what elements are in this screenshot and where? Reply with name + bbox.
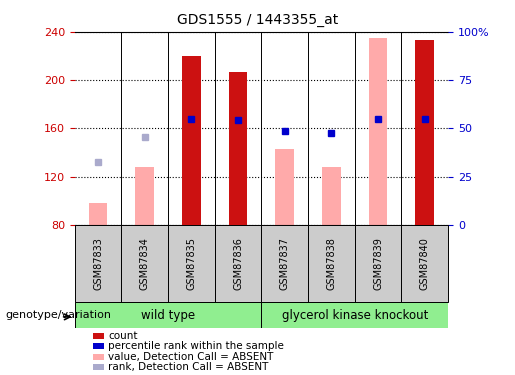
Text: percentile rank within the sample: percentile rank within the sample (108, 341, 284, 351)
Text: GSM87833: GSM87833 (93, 237, 103, 290)
Text: count: count (108, 331, 138, 340)
Bar (229, 72, 247, 225)
Text: GSM87839: GSM87839 (373, 237, 383, 290)
Bar (75, 302, 261, 328)
Text: glycerol kinase knockout: glycerol kinase knockout (282, 309, 428, 321)
Bar (322, 167, 341, 225)
Text: GSM87837: GSM87837 (280, 237, 290, 290)
Text: genotype/variation: genotype/variation (5, 310, 111, 320)
Bar (416, 40, 434, 225)
Text: GDS1555 / 1443355_at: GDS1555 / 1443355_at (177, 13, 338, 27)
Text: value, Detection Call = ABSENT: value, Detection Call = ABSENT (108, 352, 273, 362)
Bar (355, 225, 401, 302)
Bar (168, 225, 215, 302)
Text: GSM87840: GSM87840 (420, 237, 430, 290)
Text: GSM87834: GSM87834 (140, 237, 150, 290)
Bar (276, 149, 294, 225)
Bar (182, 56, 201, 225)
Bar (215, 225, 261, 302)
Bar (261, 225, 308, 302)
Bar (308, 225, 355, 302)
Bar (261, 302, 448, 328)
Text: rank, Detection Call = ABSENT: rank, Detection Call = ABSENT (108, 362, 268, 372)
Bar (135, 167, 154, 225)
Text: GSM87835: GSM87835 (186, 237, 196, 290)
Bar (75, 225, 122, 302)
Bar (401, 225, 448, 302)
Text: GSM87838: GSM87838 (327, 237, 336, 290)
Bar (89, 203, 107, 225)
Text: wild type: wild type (141, 309, 195, 321)
Text: GSM87836: GSM87836 (233, 237, 243, 290)
Bar (122, 225, 168, 302)
Bar (369, 38, 387, 225)
